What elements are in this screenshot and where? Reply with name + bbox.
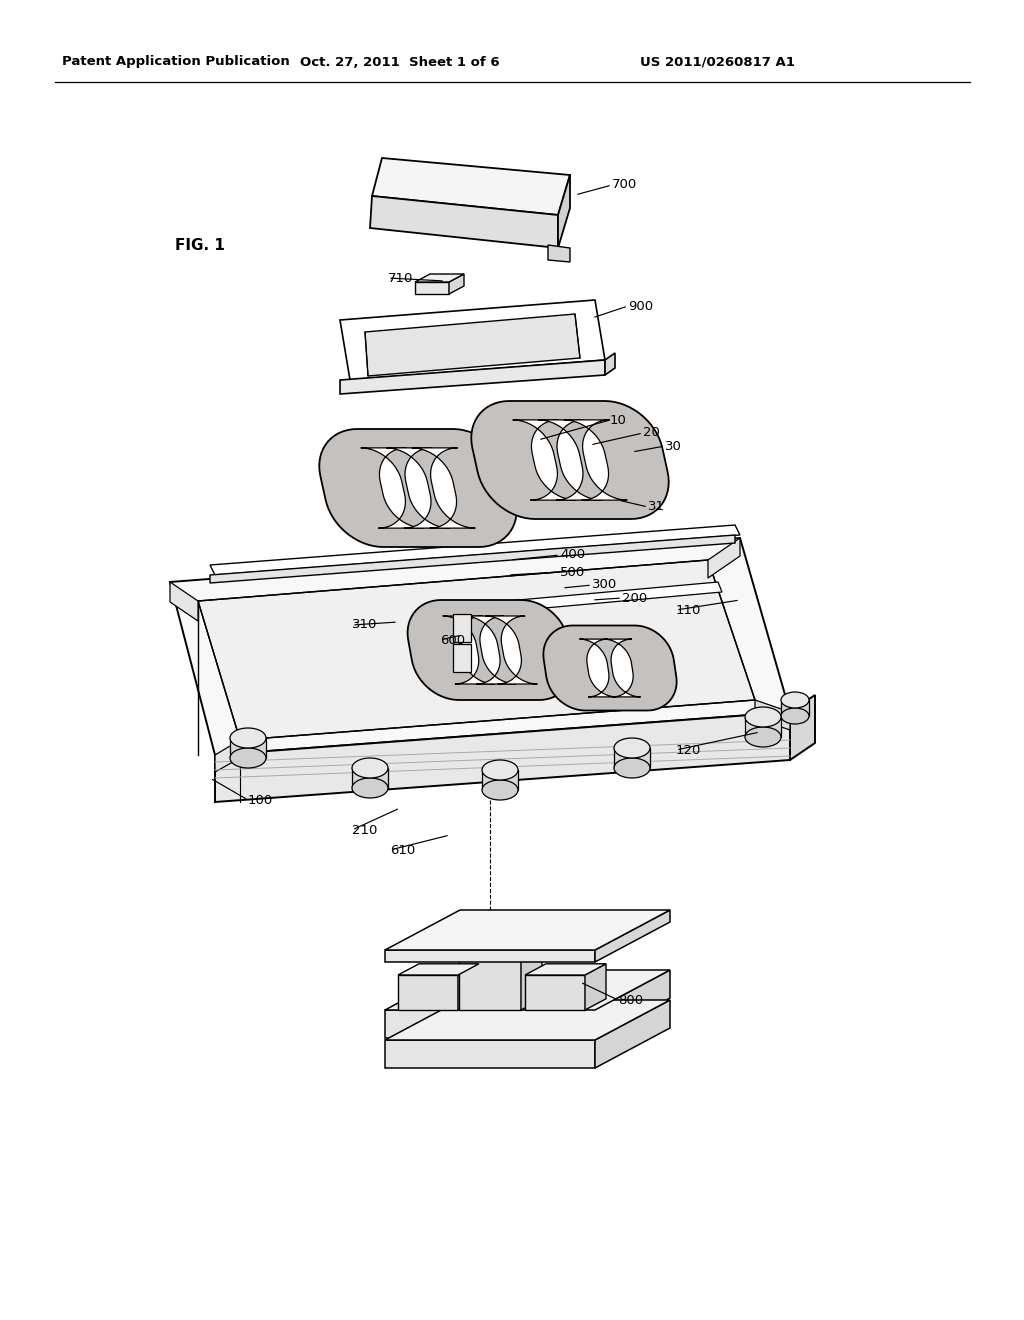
Polygon shape	[340, 300, 605, 380]
Polygon shape	[453, 644, 471, 672]
Text: 300: 300	[592, 578, 617, 591]
Polygon shape	[385, 1001, 670, 1040]
Polygon shape	[210, 535, 735, 583]
Polygon shape	[449, 275, 464, 294]
Polygon shape	[548, 246, 570, 261]
Polygon shape	[539, 420, 602, 500]
Ellipse shape	[781, 692, 809, 708]
Text: 31: 31	[648, 500, 665, 513]
Polygon shape	[370, 195, 558, 248]
Polygon shape	[412, 447, 475, 528]
Polygon shape	[745, 717, 781, 737]
Ellipse shape	[745, 727, 781, 747]
Text: 20: 20	[643, 426, 659, 440]
Polygon shape	[595, 970, 670, 1038]
Polygon shape	[595, 909, 670, 962]
Ellipse shape	[482, 780, 518, 800]
Ellipse shape	[614, 758, 650, 777]
Text: 210: 210	[352, 824, 378, 837]
Polygon shape	[170, 539, 790, 755]
Polygon shape	[340, 360, 605, 393]
Polygon shape	[544, 626, 677, 710]
Polygon shape	[385, 1010, 595, 1038]
Polygon shape	[398, 975, 458, 1010]
Polygon shape	[215, 741, 240, 772]
Ellipse shape	[482, 760, 518, 780]
Polygon shape	[464, 616, 516, 684]
Polygon shape	[614, 748, 650, 768]
Polygon shape	[365, 314, 580, 376]
Text: 500: 500	[560, 565, 586, 578]
Text: 900: 900	[628, 300, 653, 313]
Polygon shape	[408, 601, 572, 700]
Polygon shape	[564, 420, 628, 500]
Text: 700: 700	[612, 178, 637, 191]
Text: 800: 800	[618, 994, 643, 1006]
Ellipse shape	[781, 708, 809, 723]
Text: 10: 10	[610, 413, 627, 426]
Polygon shape	[755, 700, 790, 730]
Text: 200: 200	[622, 591, 647, 605]
Polygon shape	[430, 582, 722, 618]
Polygon shape	[210, 525, 740, 576]
Polygon shape	[558, 176, 570, 248]
Polygon shape	[319, 429, 517, 546]
Polygon shape	[386, 447, 450, 528]
Polygon shape	[781, 700, 809, 715]
Polygon shape	[385, 950, 595, 962]
Polygon shape	[585, 964, 606, 1010]
Text: 310: 310	[352, 619, 378, 631]
Polygon shape	[525, 975, 585, 1010]
Text: Oct. 27, 2011  Sheet 1 of 6: Oct. 27, 2011 Sheet 1 of 6	[300, 55, 500, 69]
Text: 100: 100	[248, 793, 273, 807]
Ellipse shape	[745, 708, 781, 727]
Text: 30: 30	[665, 440, 682, 453]
Polygon shape	[453, 614, 471, 642]
Text: 120: 120	[676, 743, 701, 756]
Polygon shape	[360, 447, 424, 528]
Ellipse shape	[352, 777, 388, 799]
Text: FIG. 1: FIG. 1	[175, 238, 225, 252]
Polygon shape	[485, 616, 538, 684]
Ellipse shape	[352, 758, 388, 777]
Ellipse shape	[614, 738, 650, 758]
Text: 400: 400	[560, 549, 585, 561]
Polygon shape	[215, 711, 790, 803]
Polygon shape	[170, 582, 198, 620]
Polygon shape	[385, 909, 670, 950]
Polygon shape	[230, 738, 266, 758]
Polygon shape	[385, 1040, 595, 1068]
Polygon shape	[580, 639, 616, 697]
Text: 110: 110	[676, 603, 701, 616]
Polygon shape	[605, 352, 615, 375]
Polygon shape	[352, 768, 388, 788]
Polygon shape	[482, 770, 518, 789]
Polygon shape	[385, 970, 670, 1010]
Polygon shape	[442, 616, 495, 684]
Polygon shape	[415, 275, 464, 282]
Polygon shape	[372, 158, 570, 215]
Text: US 2011/0260817 A1: US 2011/0260817 A1	[640, 55, 795, 69]
Polygon shape	[198, 560, 755, 741]
Polygon shape	[459, 946, 542, 958]
Polygon shape	[595, 1001, 670, 1068]
Polygon shape	[603, 639, 641, 697]
Polygon shape	[525, 964, 606, 975]
Text: Patent Application Publication: Patent Application Publication	[62, 55, 290, 69]
Ellipse shape	[230, 729, 266, 748]
Polygon shape	[398, 964, 479, 975]
Text: 710: 710	[388, 272, 414, 285]
Text: 600: 600	[440, 634, 465, 647]
Polygon shape	[458, 964, 479, 1010]
Polygon shape	[521, 946, 542, 1010]
Polygon shape	[415, 282, 449, 294]
Polygon shape	[459, 958, 521, 1010]
Text: 610: 610	[390, 843, 416, 857]
Ellipse shape	[230, 748, 266, 768]
Polygon shape	[790, 696, 815, 760]
Polygon shape	[471, 401, 669, 519]
Polygon shape	[708, 539, 740, 578]
Polygon shape	[513, 420, 577, 500]
